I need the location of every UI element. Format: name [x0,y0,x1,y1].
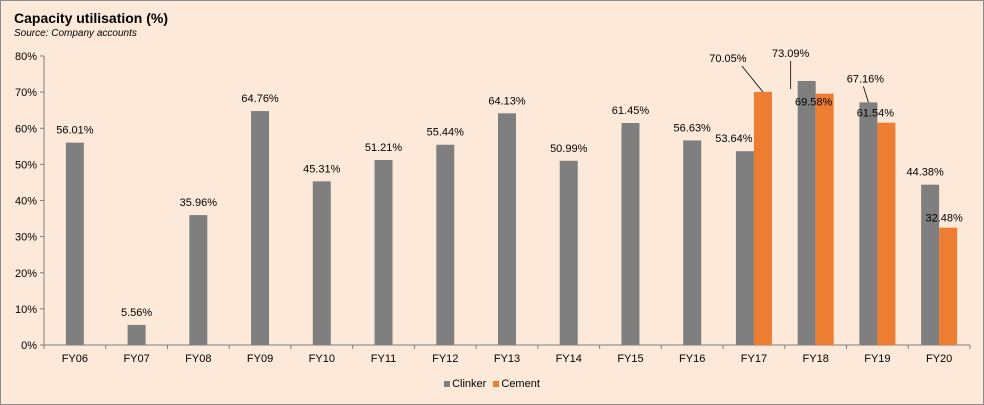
x-tick-label: FY13 [494,353,520,365]
y-tick-label: 50% [15,159,37,171]
bar-clinker [189,215,208,345]
data-label-cement: 61.54% [857,108,895,120]
y-tick-label: 10% [15,304,37,316]
leader-line [741,65,764,93]
x-tick-label: FY09 [247,353,273,365]
data-label-cement: 69.58% [795,97,833,109]
bar-clinker [921,184,940,345]
data-label-clinker: 51.21% [365,142,403,154]
x-tick-label: FY20 [926,353,952,365]
bar-clinker [559,160,578,345]
bar-clinker [621,123,640,345]
x-tick-label: FY10 [309,353,335,365]
bar-cement [877,122,896,345]
data-label-clinker: 64.13% [488,95,526,107]
bar-clinker [683,140,702,345]
bar-clinker [735,151,754,345]
y-tick-label: 30% [15,232,37,244]
bar-clinker [65,142,84,345]
bar-cement [815,93,834,346]
data-label-cement: 70.05% [709,53,747,65]
chart-title: Capacity utilisation (%) [14,10,169,26]
data-label-clinker: 73.09% [772,48,810,60]
x-tick-label: FY18 [803,353,829,365]
x-tick-label: FY19 [864,353,890,365]
data-label-clinker: 56.63% [674,122,712,134]
bar-clinker [436,144,455,345]
x-tick-label: FY08 [185,353,211,365]
data-label-clinker: 56.01% [56,125,94,137]
x-tick-label: FY14 [556,353,582,365]
data-label-clinker: 35.96% [180,197,218,209]
legend-swatch-clinker [444,381,451,387]
x-tick-label: FY07 [123,353,149,365]
leader-line [863,86,869,103]
bar-cement [939,227,958,345]
y-tick-label: 20% [15,268,37,280]
y-tick-label: 80% [15,51,37,63]
legend-label-cement: Cement [501,378,540,390]
x-tick-label: FY17 [741,353,767,365]
x-tick-label: FY06 [62,353,88,365]
data-label-clinker: 67.16% [847,73,885,85]
y-tick-label: 70% [15,87,37,99]
bar-clinker [498,113,516,345]
x-tick-label: FY12 [432,353,458,365]
chart-subtitle: Source: Company accounts [14,28,137,39]
bar-clinker [127,324,146,345]
legend-item-clinker: Clinker [444,378,486,390]
y-tick-label: 60% [15,123,37,135]
y-tick-label: 0% [21,340,37,352]
bar-clinker [374,160,393,345]
legend-label-clinker: Clinker [452,378,487,390]
data-label-clinker: 61.45% [612,105,650,117]
data-label-clinker: 53.64% [715,133,753,145]
bar-clinker [859,102,878,346]
chart-legend: Clinker Cement [0,378,984,390]
bar-clinker [251,111,270,345]
data-label-clinker: 44.38% [906,167,944,179]
y-tick-label: 40% [15,196,37,208]
data-label-clinker: 50.99% [550,143,588,155]
bar-clinker [797,80,816,345]
data-label-clinker: 5.56% [121,307,152,319]
x-tick-label: FY11 [371,353,396,365]
legend-item-cement: Cement [493,378,540,390]
x-tick-label: FY15 [617,353,643,365]
x-tick-label: FY16 [679,353,705,365]
data-label-clinker: 64.76% [241,93,279,105]
data-label-clinker: 45.31% [303,163,341,175]
data-label-cement: 32.48% [925,213,963,225]
bar-clinker [312,181,331,345]
legend-swatch-cement [493,381,500,387]
bar-cement [753,91,772,346]
data-label-clinker: 55.44% [427,127,465,139]
